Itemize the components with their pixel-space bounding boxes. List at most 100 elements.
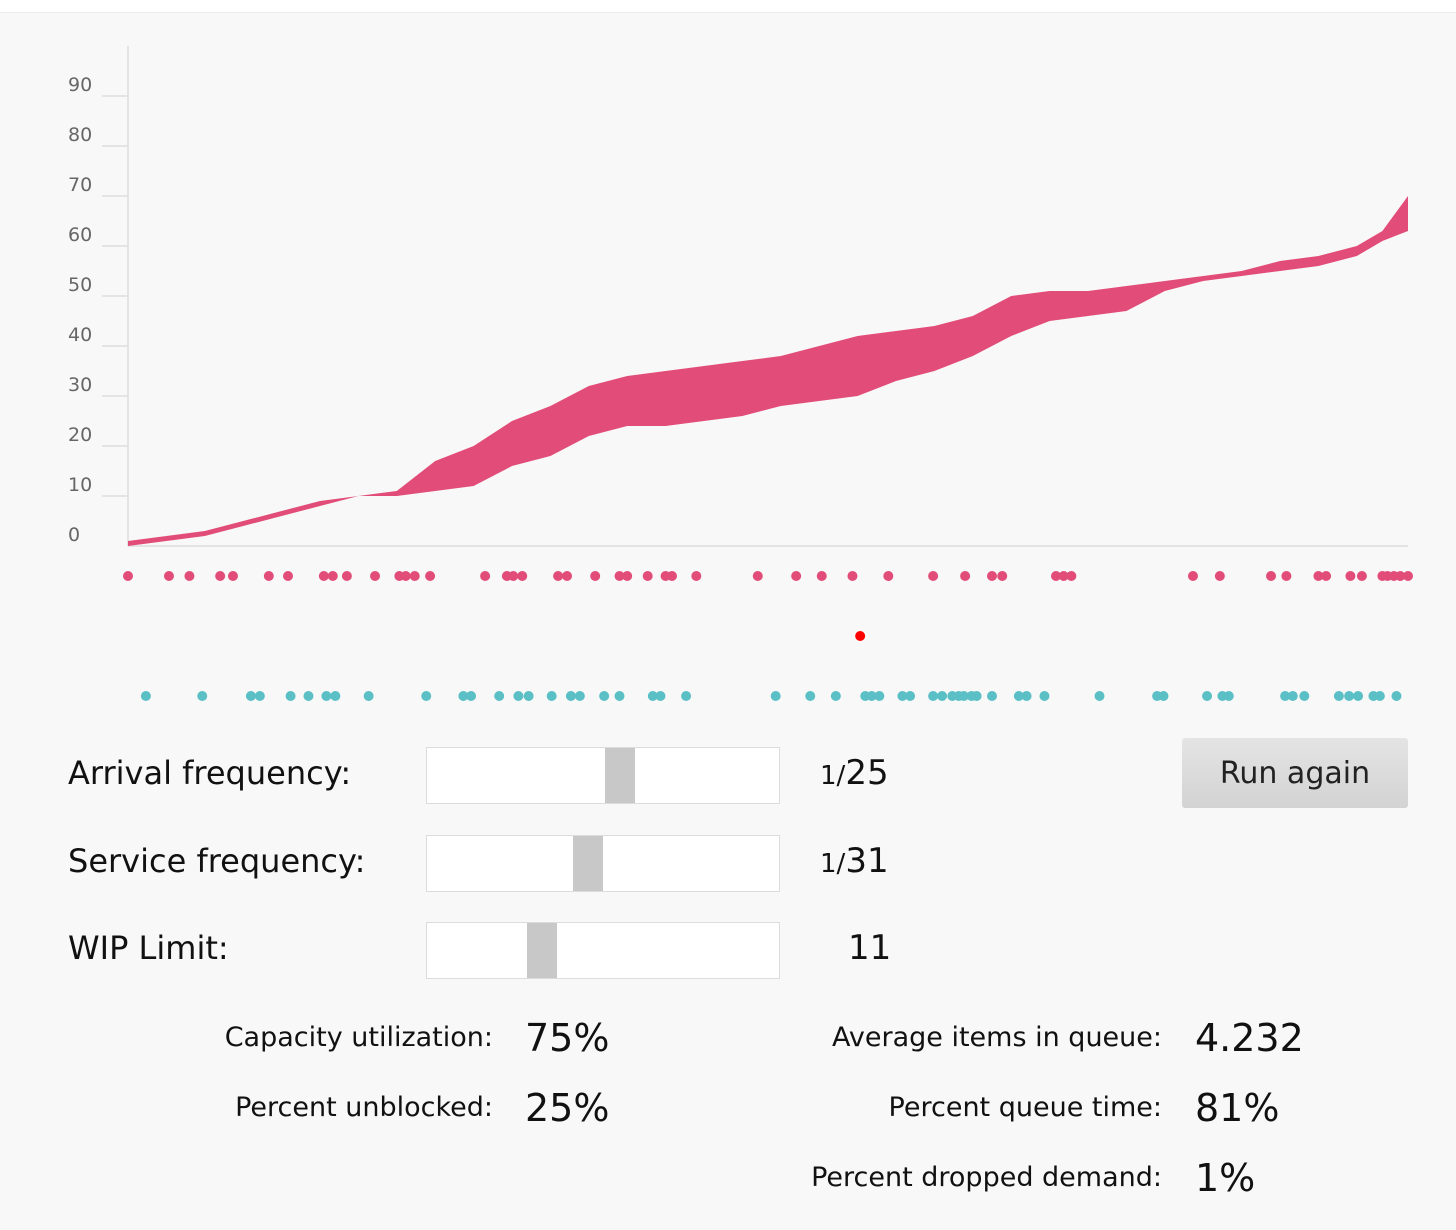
service-dot: [1333, 691, 1344, 701]
arrival-slider-thumb[interactable]: [605, 748, 636, 803]
service-dot: [197, 691, 208, 701]
arrival-dot: [1345, 571, 1356, 581]
service-dot: [1039, 691, 1050, 701]
y-tick-label: 60: [68, 224, 92, 246]
arrival-dot: [553, 571, 564, 581]
service-dot: [971, 691, 982, 701]
arrival-dot: [691, 571, 702, 581]
arrival-dot: [960, 571, 971, 581]
percent-dropped-demand-label: Percent dropped demand:: [811, 1162, 1162, 1193]
service-dot: [1202, 691, 1213, 701]
service-dot: [513, 691, 524, 701]
arrival-dot: [791, 571, 802, 581]
arrival-dot: [163, 571, 174, 581]
arrival-dot: [341, 571, 352, 581]
service-dot: [905, 691, 916, 701]
arrival-dot: [400, 571, 411, 581]
y-tick-label: 10: [68, 474, 92, 496]
capacity-utilization-value: 75%: [525, 1016, 610, 1060]
arrival-dot: [215, 571, 226, 581]
arrival-value: 25: [845, 753, 889, 793]
arrival-dot: [590, 571, 601, 581]
service-dot: [1021, 691, 1032, 701]
service-dot: [958, 691, 969, 701]
arrival-dot: [1187, 571, 1198, 581]
arrival-frequency-slider[interactable]: [426, 747, 780, 804]
arrival-dot: [667, 571, 677, 581]
percent-queue-time-value: 81%: [1195, 1086, 1280, 1130]
service-dot: [647, 691, 658, 701]
avg-items-in-queue-label: Average items in queue:: [832, 1022, 1162, 1053]
arrival-dot: [227, 571, 238, 581]
service-dot: [1013, 691, 1024, 701]
y-tick-label: 50: [68, 274, 92, 296]
service-dot: [565, 691, 576, 701]
arrival-dot: [370, 571, 381, 581]
simulation-chart: 0 10 20 30 40 50 60 70 80 90: [68, 46, 1413, 701]
service-dot: [614, 691, 625, 701]
service-dot: [1344, 691, 1355, 701]
y-tick-label: 20: [68, 424, 92, 446]
arrival-dot: [883, 571, 894, 581]
arrival-dot: [480, 571, 491, 581]
arrival-dot: [1266, 571, 1277, 581]
service-dot: [937, 691, 948, 701]
service-frequency-slider[interactable]: [426, 835, 780, 892]
service-dot: [928, 691, 939, 701]
service-dot: [1287, 691, 1298, 701]
service-slider-thumb[interactable]: [572, 836, 603, 891]
wip-slider-thumb[interactable]: [527, 923, 558, 978]
arrival-dot: [1058, 571, 1069, 581]
service-dot: [363, 691, 374, 701]
arrival-dot: [816, 571, 827, 581]
service-dot: [655, 691, 666, 701]
arrival-events: [123, 571, 1413, 581]
service-dot: [546, 691, 557, 701]
arrival-dot: [752, 571, 763, 581]
arrival-dot: [1403, 571, 1413, 581]
percent-dropped-demand-value: 1%: [1195, 1156, 1256, 1200]
arrival-dot: [283, 571, 293, 581]
service-dot: [897, 691, 908, 701]
service-value: 31: [845, 841, 889, 881]
service-dot: [458, 691, 469, 701]
arrival-dot: [622, 571, 633, 581]
service-dot: [1374, 691, 1385, 701]
service-dot: [330, 691, 341, 701]
y-axis: 0 10 20 30 40 50 60 70 80 90: [68, 46, 1408, 547]
arrival-prefix: 1/: [820, 761, 846, 791]
arrival-dot: [562, 571, 573, 581]
arrival-dot: [409, 571, 420, 581]
arrival-dot: [614, 571, 625, 581]
service-dot: [321, 691, 332, 701]
service-dot: [523, 691, 534, 701]
wip-limit-slider[interactable]: [426, 922, 780, 979]
arrival-dot: [1051, 571, 1061, 581]
service-dot: [681, 691, 692, 701]
arrival-dot: [327, 571, 338, 581]
service-dot: [1158, 691, 1169, 701]
service-dot: [245, 691, 256, 701]
service-dot: [574, 691, 585, 701]
service-dot: [770, 691, 781, 701]
service-dot: [866, 691, 877, 701]
arrival-dot: [263, 571, 274, 581]
arrival-dot: [318, 571, 329, 581]
y-tick-label: 40: [68, 324, 92, 346]
service-dot: [1299, 691, 1310, 701]
service-dot: [805, 691, 816, 701]
arrival-dot: [425, 571, 436, 581]
service-dot: [140, 691, 151, 701]
arrival-dot: [1395, 571, 1406, 581]
arrival-dot: [123, 571, 133, 581]
percent-unblocked-label: Percent unblocked:: [235, 1092, 493, 1123]
arrival-dot: [508, 571, 519, 581]
arrival-dot: [1313, 571, 1324, 581]
arrival-dot: [1214, 571, 1225, 581]
arrival-dot: [997, 571, 1008, 581]
percent-queue-time-label: Percent queue time:: [888, 1092, 1162, 1123]
queue-band-area: [128, 196, 1408, 546]
run-again-button[interactable]: Run again: [1182, 738, 1408, 808]
arrival-dot: [517, 571, 528, 581]
y-tick-label: 90: [68, 74, 92, 96]
